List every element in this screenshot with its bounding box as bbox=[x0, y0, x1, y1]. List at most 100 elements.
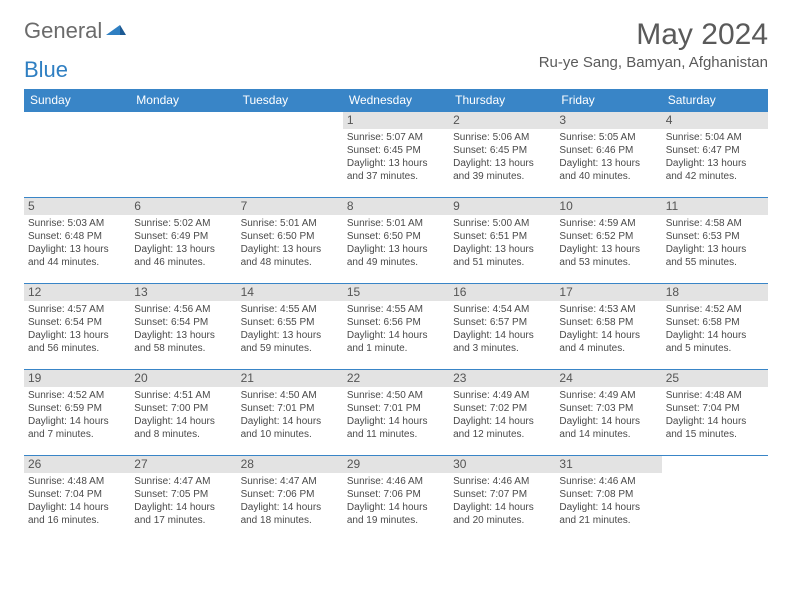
calendar-cell: 13Sunrise: 4:56 AMSunset: 6:54 PMDayligh… bbox=[130, 284, 236, 370]
calendar-cell bbox=[237, 112, 343, 198]
cell-text: Sunrise: 4:56 AM bbox=[134, 304, 232, 317]
calendar-cell: 22Sunrise: 4:50 AMSunset: 7:01 PMDayligh… bbox=[343, 370, 449, 456]
calendar-cell: 31Sunrise: 4:46 AMSunset: 7:08 PMDayligh… bbox=[555, 456, 661, 542]
cell-text: Sunset: 6:54 PM bbox=[134, 317, 232, 330]
calendar-cell: 15Sunrise: 4:55 AMSunset: 6:56 PMDayligh… bbox=[343, 284, 449, 370]
cell-text: Sunset: 7:08 PM bbox=[559, 489, 657, 502]
day-number: 24 bbox=[555, 370, 661, 387]
cell-text: Daylight: 14 hours and 7 minutes. bbox=[28, 416, 126, 442]
cell-text: Sunrise: 4:55 AM bbox=[241, 304, 339, 317]
cell-text: Sunrise: 5:01 AM bbox=[347, 218, 445, 231]
cell-text: Daylight: 14 hours and 11 minutes. bbox=[347, 416, 445, 442]
cell-text: Sunrise: 4:47 AM bbox=[134, 476, 232, 489]
day-number: 6 bbox=[130, 198, 236, 215]
calendar-week-row: 26Sunrise: 4:48 AMSunset: 7:04 PMDayligh… bbox=[24, 456, 768, 542]
cell-text: Sunrise: 4:51 AM bbox=[134, 390, 232, 403]
day-number: 14 bbox=[237, 284, 343, 301]
cell-text: Daylight: 14 hours and 18 minutes. bbox=[241, 502, 339, 528]
calendar-cell: 25Sunrise: 4:48 AMSunset: 7:04 PMDayligh… bbox=[662, 370, 768, 456]
logo-text-2: Blue bbox=[24, 57, 68, 83]
day-number: 21 bbox=[237, 370, 343, 387]
cell-text: Sunrise: 4:57 AM bbox=[28, 304, 126, 317]
day-number: 25 bbox=[662, 370, 768, 387]
cell-text: Sunrise: 4:54 AM bbox=[453, 304, 551, 317]
calendar-cell: 28Sunrise: 4:47 AMSunset: 7:06 PMDayligh… bbox=[237, 456, 343, 542]
day-number: 1 bbox=[343, 112, 449, 129]
cell-text: Sunset: 6:45 PM bbox=[453, 145, 551, 158]
day-number: 8 bbox=[343, 198, 449, 215]
calendar-week-row: 19Sunrise: 4:52 AMSunset: 6:59 PMDayligh… bbox=[24, 370, 768, 456]
cell-text: Sunset: 6:57 PM bbox=[453, 317, 551, 330]
calendar-cell: 17Sunrise: 4:53 AMSunset: 6:58 PMDayligh… bbox=[555, 284, 661, 370]
cell-text: Daylight: 13 hours and 53 minutes. bbox=[559, 244, 657, 270]
cell-text: Sunset: 7:04 PM bbox=[28, 489, 126, 502]
calendar-week-row: 12Sunrise: 4:57 AMSunset: 6:54 PMDayligh… bbox=[24, 284, 768, 370]
cell-text: Sunset: 6:45 PM bbox=[347, 145, 445, 158]
day-number: 4 bbox=[662, 112, 768, 129]
calendar-table: SundayMondayTuesdayWednesdayThursdayFrid… bbox=[24, 89, 768, 542]
cell-text: Daylight: 13 hours and 46 minutes. bbox=[134, 244, 232, 270]
cell-text: Daylight: 14 hours and 4 minutes. bbox=[559, 330, 657, 356]
calendar-cell: 6Sunrise: 5:02 AMSunset: 6:49 PMDaylight… bbox=[130, 198, 236, 284]
day-number: 28 bbox=[237, 456, 343, 473]
calendar-cell: 11Sunrise: 4:58 AMSunset: 6:53 PMDayligh… bbox=[662, 198, 768, 284]
cell-text: Sunrise: 4:58 AM bbox=[666, 218, 764, 231]
calendar-cell: 9Sunrise: 5:00 AMSunset: 6:51 PMDaylight… bbox=[449, 198, 555, 284]
calendar-cell: 30Sunrise: 4:46 AMSunset: 7:07 PMDayligh… bbox=[449, 456, 555, 542]
calendar-cell: 5 Sunrise: 5:03 AMSunset: 6:48 PMDaylight… bbox=[24, 198, 130, 284]
cell-text: Daylight: 14 hours and 12 minutes. bbox=[453, 416, 551, 442]
calendar-cell: 7Sunrise: 5:01 AMSunset: 6:50 PMDaylight… bbox=[237, 198, 343, 284]
day-number: 22 bbox=[343, 370, 449, 387]
calendar-cell: 4Sunrise: 5:04 AMSunset: 6:47 PMDaylight… bbox=[662, 112, 768, 198]
cell-text: Sunset: 7:00 PM bbox=[134, 403, 232, 416]
day-header: Saturday bbox=[662, 89, 768, 112]
cell-text: Sunset: 6:56 PM bbox=[347, 317, 445, 330]
calendar-cell bbox=[24, 112, 130, 198]
cell-text: Daylight: 13 hours and 44 minutes. bbox=[28, 244, 126, 270]
cell-text: Sunset: 6:50 PM bbox=[241, 231, 339, 244]
cell-text: Sunrise: 4:59 AM bbox=[559, 218, 657, 231]
logo: General bbox=[24, 18, 128, 44]
cell-text: Daylight: 13 hours and 51 minutes. bbox=[453, 244, 551, 270]
calendar-cell: 26Sunrise: 4:48 AMSunset: 7:04 PMDayligh… bbox=[24, 456, 130, 542]
cell-text: Daylight: 13 hours and 59 minutes. bbox=[241, 330, 339, 356]
cell-text: Sunset: 6:48 PM bbox=[28, 231, 126, 244]
month-title: May 2024 bbox=[539, 18, 768, 52]
cell-text: Sunrise: 5:03 AM bbox=[28, 218, 126, 231]
day-number: 9 bbox=[449, 198, 555, 215]
cell-text: Daylight: 13 hours and 49 minutes. bbox=[347, 244, 445, 270]
cell-text: Sunrise: 5:00 AM bbox=[453, 218, 551, 231]
calendar-cell: 20Sunrise: 4:51 AMSunset: 7:00 PMDayligh… bbox=[130, 370, 236, 456]
day-number: 10 bbox=[555, 198, 661, 215]
cell-text: Sunset: 7:01 PM bbox=[241, 403, 339, 416]
cell-text: Sunrise: 4:48 AM bbox=[28, 476, 126, 489]
cell-text: Daylight: 14 hours and 8 minutes. bbox=[134, 416, 232, 442]
day-number: 31 bbox=[555, 456, 661, 473]
cell-text: Daylight: 14 hours and 5 minutes. bbox=[666, 330, 764, 356]
cell-text: Sunrise: 4:49 AM bbox=[559, 390, 657, 403]
cell-text: Daylight: 13 hours and 40 minutes. bbox=[559, 158, 657, 184]
day-header: Friday bbox=[555, 89, 661, 112]
cell-text: Sunrise: 4:50 AM bbox=[347, 390, 445, 403]
calendar-week-row: 5Sunrise: 5:03 AMSunset: 6:48 PMDaylight… bbox=[24, 198, 768, 284]
cell-text: Sunset: 6:50 PM bbox=[347, 231, 445, 244]
calendar-cell: 27Sunrise: 4:47 AMSunset: 7:05 PMDayligh… bbox=[130, 456, 236, 542]
cell-text: Sunset: 7:02 PM bbox=[453, 403, 551, 416]
cell-text: Sunrise: 4:55 AM bbox=[347, 304, 445, 317]
cell-text: Sunrise: 4:47 AM bbox=[241, 476, 339, 489]
day-number: 17 bbox=[555, 284, 661, 301]
cell-text: Sunset: 6:49 PM bbox=[134, 231, 232, 244]
cell-text: Sunrise: 4:52 AM bbox=[666, 304, 764, 317]
day-number: 27 bbox=[130, 456, 236, 473]
day-number: 30 bbox=[449, 456, 555, 473]
day-header-row: SundayMondayTuesdayWednesdayThursdayFrid… bbox=[24, 89, 768, 112]
cell-text: Sunset: 6:54 PM bbox=[28, 317, 126, 330]
cell-text: Sunset: 7:03 PM bbox=[559, 403, 657, 416]
day-number: 5 bbox=[24, 198, 130, 215]
calendar-cell: 3Sunrise: 5:05 AMSunset: 6:46 PMDaylight… bbox=[555, 112, 661, 198]
cell-text: Daylight: 14 hours and 1 minute. bbox=[347, 330, 445, 356]
calendar-cell: 14Sunrise: 4:55 AMSunset: 6:55 PMDayligh… bbox=[237, 284, 343, 370]
calendar-cell bbox=[130, 112, 236, 198]
day-number: 29 bbox=[343, 456, 449, 473]
cell-text: Daylight: 13 hours and 58 minutes. bbox=[134, 330, 232, 356]
